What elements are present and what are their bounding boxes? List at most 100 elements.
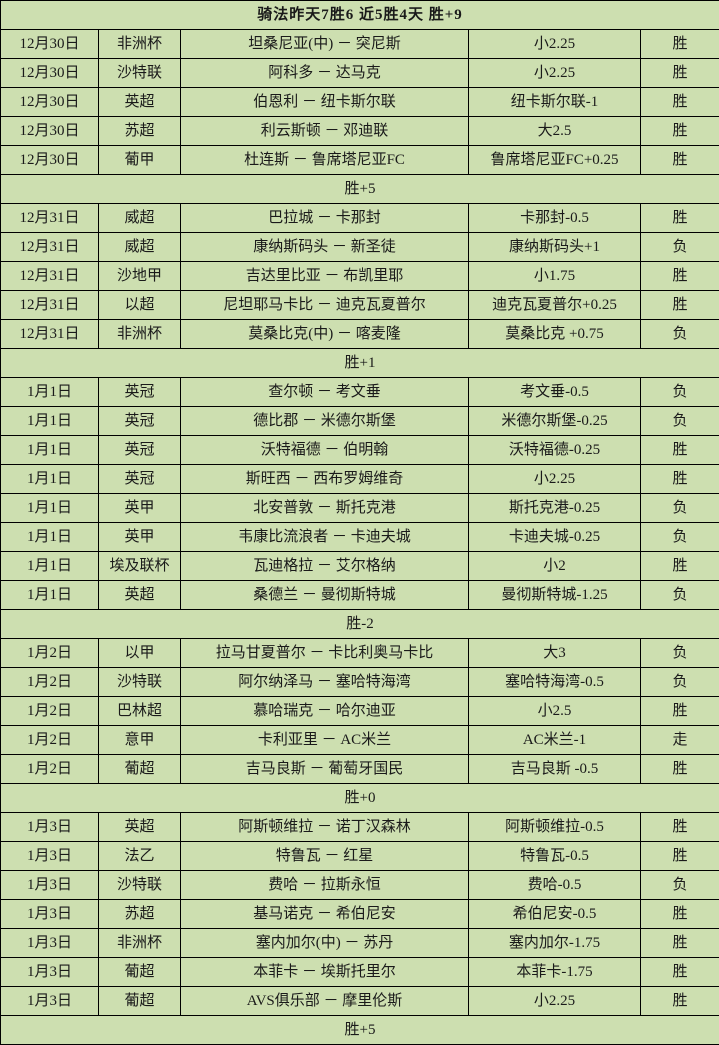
table-header-row: 骑法昨天7胜6 近5胜4天 胜+9 [1,1,719,30]
prediction-cell: 沃特福德-0.25 [469,436,641,465]
fixture-cell: 阿科多 － 达马克 [181,59,469,88]
prediction-cell: 本菲卡-1.75 [469,958,641,987]
prediction-cell: 康纳斯码头+1 [469,233,641,262]
league-name-cell: 苏超 [99,117,181,146]
fixture-cell: 利云斯顿 － 邓迪联 [181,117,469,146]
result-badge-cell: 负 [641,494,719,523]
fixture-cell: 坦桑尼亚(中) － 突尼斯 [181,30,469,59]
league-name-cell: 非洲杯 [99,320,181,349]
match-date-cell: 1月3日 [1,813,99,842]
result-badge-cell: 胜 [641,262,719,291]
match-date-cell: 12月31日 [1,291,99,320]
match-date-cell: 1月1日 [1,436,99,465]
daily-summary-label: 胜+0 [1,784,719,813]
prediction-cell: 卡那封-0.5 [469,204,641,233]
match-date-cell: 12月31日 [1,262,99,291]
prediction-cell: 大3 [469,639,641,668]
result-badge-cell: 负 [641,523,719,552]
fixture-cell: 桑德兰 － 曼彻斯特城 [181,581,469,610]
result-badge-cell: 胜 [641,813,719,842]
summary-separator-row: 胜+5 [1,175,719,204]
match-date-cell: 12月30日 [1,30,99,59]
match-date-cell: 1月2日 [1,726,99,755]
result-badge-cell: 负 [641,233,719,262]
prediction-cell: 大2.5 [469,117,641,146]
league-name-cell: 葡甲 [99,146,181,175]
match-date-cell: 1月1日 [1,407,99,436]
match-date-cell: 1月3日 [1,871,99,900]
prediction-cell: 米德尔斯堡-0.25 [469,407,641,436]
match-date-cell: 1月3日 [1,842,99,871]
fixture-cell: 特鲁瓦 － 红星 [181,842,469,871]
prediction-cell: 阿斯顿维拉-0.5 [469,813,641,842]
fixture-cell: 本菲卡 － 埃斯托里尔 [181,958,469,987]
summary-separator-row: 胜+5 [1,1016,719,1045]
fixture-cell: 吉马良斯 － 葡萄牙国民 [181,755,469,784]
result-badge-cell: 胜 [641,900,719,929]
match-date-cell: 12月30日 [1,59,99,88]
result-badge-cell: 负 [641,407,719,436]
daily-summary-label: 胜-2 [1,610,719,639]
result-badge-cell: 胜 [641,204,719,233]
fixture-cell: 杜连斯 － 鲁席塔尼亚FC [181,146,469,175]
fixture-cell: 伯恩利 － 纽卡斯尔联 [181,88,469,117]
league-name-cell: 英超 [99,88,181,117]
league-name-cell: 英冠 [99,436,181,465]
fixture-cell: 阿斯顿维拉 － 诺丁汉森林 [181,813,469,842]
result-badge-cell: 胜 [641,552,719,581]
fixture-cell: 斯旺西 － 西布罗姆维奇 [181,465,469,494]
match-date-cell: 1月3日 [1,987,99,1016]
prediction-cell: 卡迪夫城-0.25 [469,523,641,552]
daily-summary-label: 胜+1 [1,349,719,378]
prediction-cell: 小2.5 [469,697,641,726]
match-date-cell: 12月31日 [1,204,99,233]
league-name-cell: 英甲 [99,523,181,552]
league-name-cell: 英冠 [99,407,181,436]
league-name-cell: 沙特联 [99,668,181,697]
result-badge-cell: 胜 [641,987,719,1016]
result-badge-cell: 负 [641,668,719,697]
summary-separator-row: 胜-2 [1,610,719,639]
prediction-cell: 斯托克港-0.25 [469,494,641,523]
match-date-cell: 12月30日 [1,146,99,175]
prediction-cell: 费哈-0.5 [469,871,641,900]
prediction-cell: 莫桑比克 +0.75 [469,320,641,349]
league-name-cell: 沙特联 [99,871,181,900]
league-name-cell: 法乙 [99,842,181,871]
prediction-cell: 鲁席塔尼亚FC+0.25 [469,146,641,175]
result-badge-cell: 胜 [641,436,719,465]
fixture-cell: 基马诺克 － 希伯尼安 [181,900,469,929]
fixture-cell: 巴拉城 － 卡那封 [181,204,469,233]
prediction-cell: AC米兰-1 [469,726,641,755]
league-name-cell: 巴林超 [99,697,181,726]
league-name-cell: 英超 [99,813,181,842]
fixture-cell: 塞内加尔(中) － 苏丹 [181,929,469,958]
result-badge-cell: 负 [641,320,719,349]
match-date-cell: 12月31日 [1,320,99,349]
result-badge-cell: 负 [641,871,719,900]
prediction-cell: 小2.25 [469,59,641,88]
result-badge-cell: 胜 [641,291,719,320]
prediction-cell: 小2.25 [469,30,641,59]
result-badge-cell: 胜 [641,30,719,59]
result-badge-cell: 胜 [641,929,719,958]
league-name-cell: 葡超 [99,958,181,987]
